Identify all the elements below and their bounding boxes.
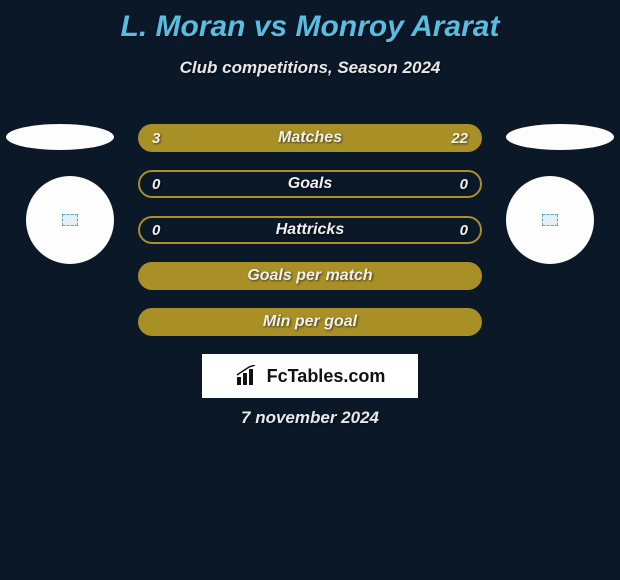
stat-row: 322Matches bbox=[138, 124, 482, 152]
stat-label: Matches bbox=[140, 126, 480, 150]
date-text: 7 november 2024 bbox=[0, 408, 620, 428]
player-left-flag-ellipse bbox=[6, 124, 114, 150]
chart-bars-icon bbox=[235, 365, 263, 387]
page-title: L. Moran vs Monroy Ararat bbox=[0, 0, 620, 44]
stat-row: Goals per match bbox=[138, 262, 482, 290]
stat-label: Hattricks bbox=[140, 218, 480, 242]
logo-text: FcTables.com bbox=[267, 366, 386, 387]
stat-row: 00Hattricks bbox=[138, 216, 482, 244]
player-left-club-circle bbox=[26, 176, 114, 264]
stats-container: 322Matches 00Goals 00Hattricks Goals per ma… bbox=[138, 124, 482, 354]
stat-label: Min per goal bbox=[140, 310, 480, 334]
stat-label: Goals bbox=[140, 172, 480, 196]
player-right-flag-ellipse bbox=[506, 124, 614, 150]
fctables-logo: FcTables.com bbox=[202, 354, 418, 398]
stat-row: Min per goal bbox=[138, 308, 482, 336]
placeholder-icon bbox=[542, 214, 558, 226]
subtitle: Club competitions, Season 2024 bbox=[0, 58, 620, 78]
stat-label: Goals per match bbox=[140, 264, 480, 288]
placeholder-icon bbox=[62, 214, 78, 226]
stat-row: 00Goals bbox=[138, 170, 482, 198]
player-right-club-circle bbox=[506, 176, 594, 264]
